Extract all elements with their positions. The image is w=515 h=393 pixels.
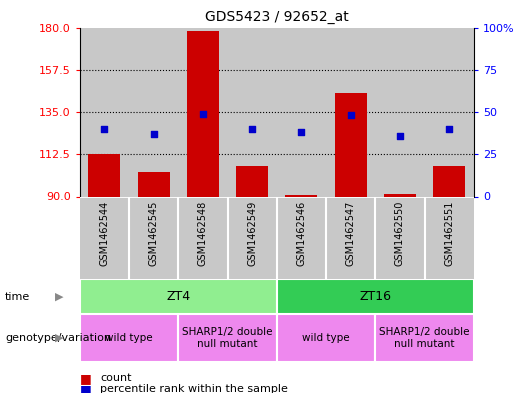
Text: wild type: wild type [302, 333, 350, 343]
Bar [326, 196, 375, 279]
Bar [80, 196, 129, 279]
Point [396, 132, 404, 139]
Point [199, 110, 207, 117]
Bar [277, 196, 326, 279]
Text: wild type: wild type [105, 333, 153, 343]
Bar [375, 314, 474, 362]
Bar [424, 28, 474, 196]
Bar [375, 28, 424, 196]
Text: GSM1462549: GSM1462549 [247, 200, 257, 266]
Text: ZT4: ZT4 [166, 290, 191, 303]
Title: GDS5423 / 92652_at: GDS5423 / 92652_at [205, 10, 349, 24]
Bar [285, 195, 317, 196]
Point [100, 126, 109, 132]
Bar [335, 93, 367, 196]
Point [149, 131, 158, 137]
Bar [129, 196, 178, 279]
Bar [236, 167, 268, 196]
Bar [277, 314, 375, 362]
Point [445, 126, 453, 132]
Bar [80, 28, 129, 196]
Bar [129, 28, 178, 196]
Text: GSM1462551: GSM1462551 [444, 200, 454, 266]
Bar [228, 196, 277, 279]
Bar [326, 28, 375, 196]
Text: ■: ■ [80, 371, 92, 385]
Text: GSM1462545: GSM1462545 [149, 200, 159, 266]
Bar [178, 196, 228, 279]
Text: GSM1462550: GSM1462550 [395, 200, 405, 266]
Text: ▶: ▶ [55, 292, 63, 302]
Text: ▶: ▶ [55, 333, 63, 343]
Text: GSM1462544: GSM1462544 [99, 200, 110, 266]
Bar [277, 279, 474, 314]
Bar [138, 172, 170, 196]
Text: SHARP1/2 double
null mutant: SHARP1/2 double null mutant [182, 327, 273, 349]
Bar [187, 31, 219, 196]
Bar [277, 28, 326, 196]
Text: GSM1462546: GSM1462546 [297, 200, 306, 266]
Bar [228, 28, 277, 196]
Bar [384, 194, 416, 196]
Text: time: time [5, 292, 30, 302]
Point [248, 126, 256, 132]
Text: percentile rank within the sample: percentile rank within the sample [100, 384, 288, 393]
Bar [424, 196, 474, 279]
Bar [80, 279, 277, 314]
Point [297, 129, 305, 136]
Bar [178, 28, 228, 196]
Bar [80, 314, 178, 362]
Bar [178, 314, 277, 362]
Text: ZT16: ZT16 [359, 290, 391, 303]
Bar [375, 196, 424, 279]
Text: ■: ■ [80, 382, 92, 393]
Text: count: count [100, 373, 132, 383]
Text: GSM1462547: GSM1462547 [346, 200, 356, 266]
Bar [89, 154, 121, 196]
Bar [433, 167, 465, 196]
Point [347, 112, 355, 119]
Text: SHARP1/2 double
null mutant: SHARP1/2 double null mutant [380, 327, 470, 349]
Text: genotype/variation: genotype/variation [5, 333, 111, 343]
Text: GSM1462548: GSM1462548 [198, 200, 208, 266]
